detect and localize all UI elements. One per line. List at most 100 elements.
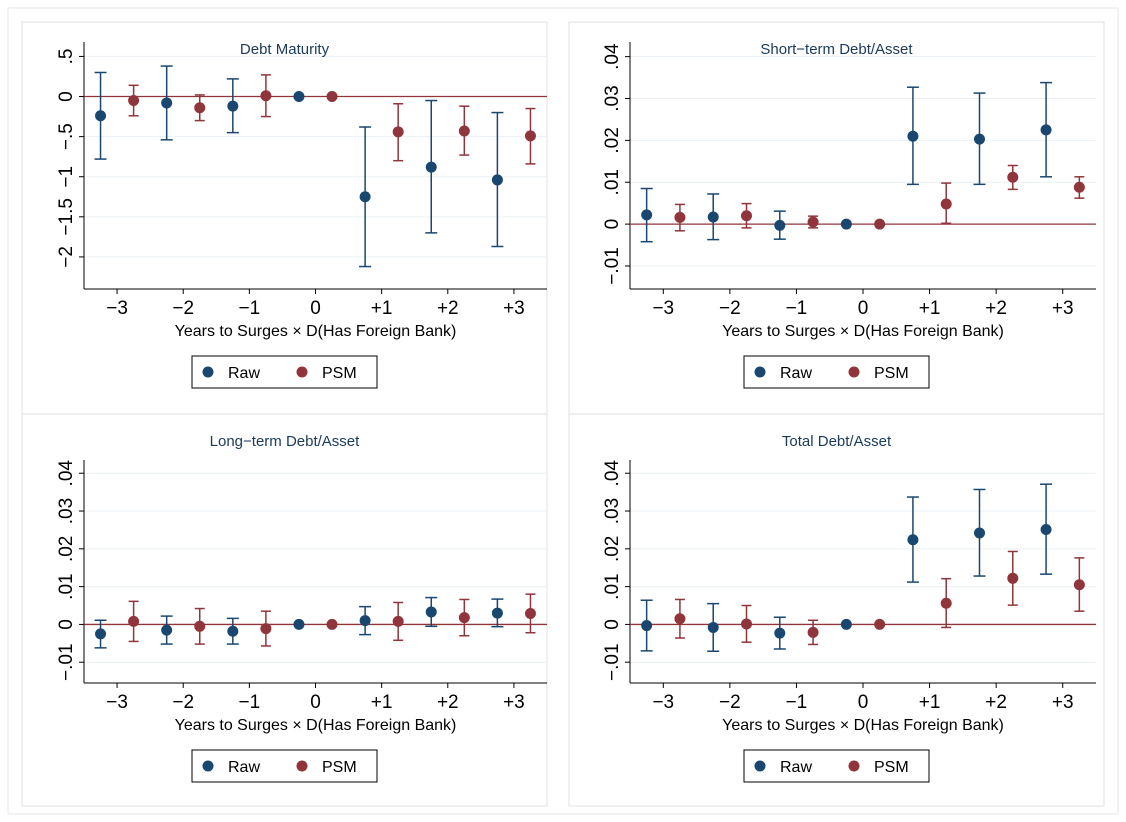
x-tick-label: +2 — [985, 298, 1007, 319]
x-axis-label: Years to Surges × D(Has Foreign Bank) — [175, 323, 457, 340]
data-point — [774, 627, 786, 639]
y-tick-label: .03 — [602, 85, 623, 111]
data-point — [674, 613, 686, 625]
data-point — [907, 534, 919, 546]
legend-marker-raw — [202, 366, 214, 378]
data-point — [359, 191, 371, 203]
legend-label-psm: PSM — [874, 759, 909, 776]
data-point — [807, 626, 819, 638]
data-point — [907, 130, 919, 142]
data-point — [491, 174, 503, 186]
legend-marker-raw — [754, 366, 766, 378]
legend-box — [743, 355, 930, 389]
data-point — [95, 110, 107, 122]
x-tick-label: 0 — [310, 298, 321, 319]
data-point — [359, 615, 371, 627]
series-psm — [674, 550, 1085, 646]
y-tick-label: 0 — [602, 219, 623, 230]
y-tick-label: .04 — [56, 460, 77, 487]
data-point — [874, 618, 886, 630]
panel-1: .5 0 −.5 −1 −1.5 −2 −3 −2 −1 0 +1 +2 +3 Debt Maturity… — [21, 21, 548, 415]
data-point — [840, 618, 852, 630]
y-tick-label: −.01 — [602, 247, 623, 285]
panel-2: .04 .03 .02 .01 0 −.01 −3 −2 −1 0 +1 +2 +3 Short−term… — [568, 21, 1105, 415]
x-tick-label: −2 — [719, 692, 741, 713]
data-point — [940, 597, 952, 609]
data-point — [974, 133, 985, 145]
data-point — [161, 97, 173, 109]
x-tick-label: −3 — [106, 692, 128, 713]
data-point — [392, 126, 404, 138]
y-tick-label: −.01 — [56, 643, 77, 681]
x-tick-label: +1 — [919, 298, 941, 319]
y-tick-label: −1.5 — [56, 198, 77, 236]
data-point — [293, 618, 305, 630]
panel-title: Short−term Debt/Asset — [760, 41, 913, 58]
data-point — [95, 628, 107, 640]
x-tick-label: −3 — [652, 692, 674, 713]
data-point — [161, 624, 173, 636]
x-tick-label: 0 — [858, 298, 869, 319]
y-tick-label: −1 — [56, 166, 77, 188]
data-point — [425, 606, 437, 618]
y-tick-label: .04 — [602, 460, 623, 487]
x-axis-label: Years to Surges × D(Has Foreign Bank) — [722, 717, 1004, 734]
x-tick-label: +1 — [919, 692, 941, 713]
y-tick-label: −2 — [56, 246, 77, 268]
data-point — [1007, 572, 1019, 584]
x-tick-label: +3 — [503, 298, 525, 319]
data-point — [1007, 171, 1019, 183]
data-point — [707, 621, 719, 633]
data-point — [741, 210, 752, 222]
series-raw — [94, 65, 504, 268]
series-raw — [640, 483, 1053, 653]
data-point — [227, 100, 239, 112]
x-tick-label: +2 — [985, 692, 1007, 713]
x-tick-label: +3 — [1052, 298, 1074, 319]
legend-marker-raw — [202, 760, 214, 772]
x-axis-label: Years to Surges × D(Has Foreign Bank) — [722, 323, 1004, 340]
panel-title: Debt Maturity — [240, 41, 330, 58]
legend-box — [743, 749, 930, 783]
legend-label-raw: Raw — [228, 365, 260, 382]
y-tick-label: .04 — [602, 43, 623, 70]
data-point — [260, 623, 272, 635]
y-tick-label: 0 — [56, 91, 77, 102]
x-tick-label: −1 — [239, 692, 261, 713]
data-point — [1073, 181, 1085, 193]
x-tick-label: +1 — [371, 692, 393, 713]
x-tick-label: −3 — [652, 298, 674, 319]
y-tick-label: .01 — [56, 573, 77, 599]
data-point — [326, 618, 338, 630]
y-tick-label: .02 — [602, 127, 623, 153]
x-tick-label: +2 — [437, 298, 459, 319]
panel-title: Long−term Debt/Asset — [210, 433, 360, 450]
y-tick-label: .03 — [56, 498, 77, 524]
data-point — [260, 90, 272, 102]
legend-label-psm: PSM — [874, 365, 909, 382]
y-tick-label: .5 — [56, 49, 77, 65]
panel-frame — [568, 21, 1105, 415]
data-point — [641, 209, 653, 221]
legend-box — [191, 749, 378, 783]
x-tick-label: −3 — [106, 298, 128, 319]
series-raw — [640, 81, 1053, 243]
y-tick-label: 0 — [56, 619, 77, 630]
panel-4: .04 .03 .02 .01 0 −.01 −3 −2 −1 0 +1 +2 +3 Total Debt… — [568, 413, 1105, 807]
legend-marker-psm — [848, 366, 860, 378]
x-tick-label: 0 — [310, 692, 321, 713]
legend-marker-psm — [848, 760, 860, 772]
x-axis-label: Years to Surges × D(Has Foreign Bank) — [175, 717, 457, 734]
panel-frame — [21, 21, 548, 415]
legend-marker-psm — [296, 366, 308, 378]
y-tick-label: .03 — [602, 498, 623, 524]
data-point — [524, 130, 536, 142]
data-point — [741, 618, 752, 630]
legend: Raw PSM — [191, 749, 378, 783]
data-point — [774, 219, 786, 231]
data-point — [491, 607, 503, 619]
x-tick-label: −1 — [786, 298, 808, 319]
data-point — [227, 625, 239, 637]
data-point — [940, 198, 952, 210]
x-tick-label: −2 — [172, 298, 194, 319]
